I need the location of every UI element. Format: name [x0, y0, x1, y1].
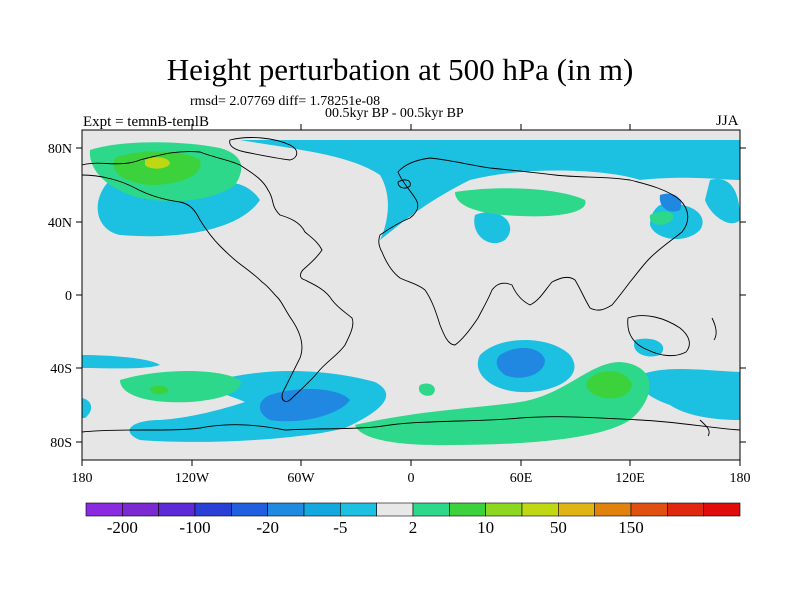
contour-negative-light — [82, 140, 740, 442]
colorbar-label: -5 — [333, 518, 348, 537]
colorbar-label: 50 — [549, 518, 567, 537]
lon-tick-label: 60W — [287, 471, 315, 486]
lat-axis: 80N 40N 0 40S 80S — [48, 142, 746, 451]
colorbar-swatch — [667, 502, 704, 517]
contour-positive-light — [89, 142, 674, 446]
colorbar-swatch — [85, 502, 123, 517]
coastlines — [82, 137, 740, 437]
rmsd-subtitle: rmsd= 2.07769 diff= 1.78251e-08 — [190, 94, 381, 109]
contour-positive-high — [145, 157, 170, 169]
colorbar-swatch — [340, 502, 377, 517]
lon-tick-label: 120E — [615, 471, 645, 486]
colorbar-swatch — [412, 502, 450, 517]
colorbar-swatch — [122, 502, 159, 517]
colorbar-swatch — [376, 502, 414, 517]
colorbar-swatch — [703, 502, 741, 517]
colorbar-swatch — [231, 502, 268, 517]
lon-axis: 180 120W 60W 0 60E 120E 180 — [72, 124, 751, 486]
colorbar-swatch — [594, 502, 632, 517]
lon-tick-label: 60E — [510, 471, 533, 486]
colorbar-swatch — [630, 502, 668, 517]
lon-tick-label: 180 — [730, 471, 751, 486]
colorbar-label: -20 — [256, 518, 279, 537]
colorbar-swatch — [485, 502, 523, 517]
lat-tick-label: 40S — [50, 362, 72, 377]
colorbar-label: 2 — [408, 518, 418, 537]
colorbar-swatch — [558, 502, 595, 517]
season-label: JJA — [716, 113, 739, 129]
lon-tick-label: 180 — [72, 471, 93, 486]
colorbar — [85, 502, 741, 517]
colorbar-swatch — [267, 502, 305, 517]
lon-tick-label: 0 — [408, 471, 415, 486]
colorbar-label: 10 — [477, 518, 495, 537]
lat-tick-label: 40N — [48, 216, 72, 231]
experiment-label: Expt = temnB-temlB — [83, 114, 209, 130]
colorbar-swatch — [521, 502, 559, 517]
colorbar-swatch — [158, 502, 196, 517]
lat-tick-label: 80S — [50, 436, 72, 451]
colorbar-label: -200 — [106, 518, 138, 537]
colorbar-label: 150 — [618, 518, 644, 537]
plot-title: Height perturbation at 500 hPa (in m) — [166, 52, 634, 87]
colorbar-swatch — [449, 502, 486, 517]
lat-tick-label: 80N — [48, 142, 72, 157]
map-area — [82, 130, 740, 460]
lat-tick-label: 0 — [65, 289, 72, 304]
colorbar-swatch — [194, 502, 232, 517]
period-subtitle: 00.5kyr BP - 00.5kyr BP — [325, 106, 464, 121]
lon-tick-label: 120W — [175, 471, 210, 486]
colorbar-swatch — [303, 502, 341, 517]
colorbar-label: -100 — [179, 518, 211, 537]
